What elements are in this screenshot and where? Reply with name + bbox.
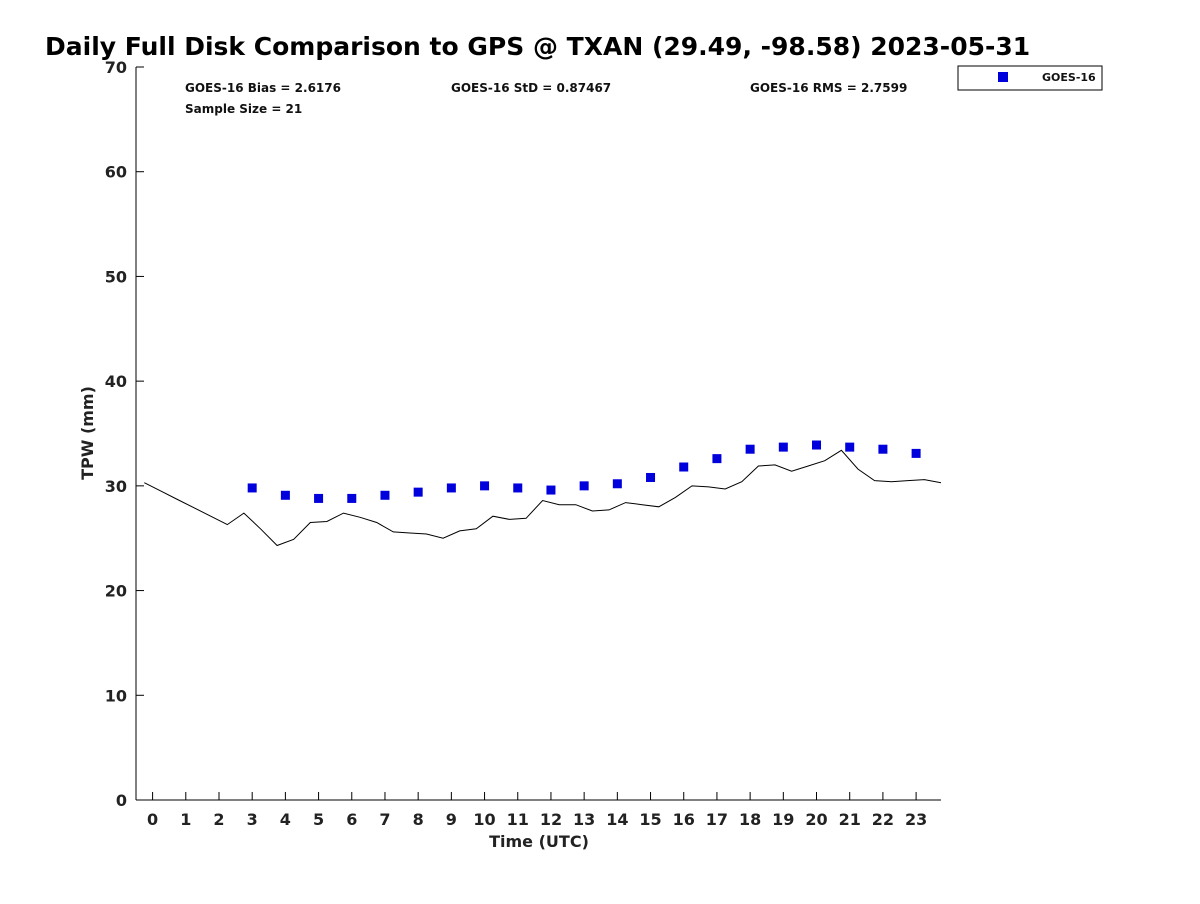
legend-box bbox=[957, 65, 1103, 91]
goes16-point bbox=[778, 442, 788, 452]
goes16-point bbox=[280, 490, 290, 500]
x-tick-label: 19 bbox=[772, 810, 794, 829]
y-tick-label: 60 bbox=[105, 163, 127, 182]
y-axis-label: TPW (mm) bbox=[78, 386, 97, 480]
y-tick-label: 20 bbox=[105, 582, 127, 601]
goes16-point bbox=[247, 483, 257, 493]
goes16-point bbox=[745, 444, 755, 454]
goes16-point bbox=[646, 472, 656, 482]
x-tick-label: 5 bbox=[313, 810, 324, 829]
x-tick-label: 11 bbox=[507, 810, 529, 829]
x-axis-label: Time (UTC) bbox=[489, 832, 589, 851]
legend-marker-goes16 bbox=[998, 72, 1008, 82]
goes16-point bbox=[380, 490, 390, 500]
y-tick-label: 30 bbox=[105, 477, 127, 496]
x-tick-label: 15 bbox=[639, 810, 661, 829]
x-tick-label: 0 bbox=[147, 810, 158, 829]
goes16-point bbox=[413, 487, 423, 497]
x-tick-label: 2 bbox=[213, 810, 224, 829]
goes16-point bbox=[878, 444, 888, 454]
goes16-point bbox=[314, 493, 324, 503]
x-tick-label: 18 bbox=[739, 810, 761, 829]
goes16-point bbox=[812, 440, 822, 450]
x-tick-label: 10 bbox=[473, 810, 495, 829]
bias-stat: GOES-16 Bias = 2.6176 bbox=[185, 81, 341, 95]
goes16-point bbox=[679, 462, 689, 472]
x-tick-label: 8 bbox=[413, 810, 424, 829]
x-tick-label: 16 bbox=[673, 810, 695, 829]
x-tick-label: 4 bbox=[280, 810, 291, 829]
x-tick-label: 7 bbox=[379, 810, 390, 829]
goes16-point bbox=[446, 483, 456, 493]
x-tick-label: 6 bbox=[346, 810, 357, 829]
y-tick-label: 10 bbox=[105, 686, 127, 705]
x-tick-label: 12 bbox=[540, 810, 562, 829]
goes16-series-points bbox=[247, 440, 921, 503]
goes16-point bbox=[347, 493, 357, 503]
axes-group bbox=[135, 67, 941, 801]
rms-stat: GOES-16 RMS = 2.7599 bbox=[750, 81, 907, 95]
x-tick-label: 21 bbox=[839, 810, 861, 829]
y-tick-label: 70 bbox=[105, 58, 127, 77]
goes16-point bbox=[579, 481, 589, 491]
x-tick-label: 23 bbox=[905, 810, 927, 829]
goes16-point bbox=[513, 483, 523, 493]
goes16-point bbox=[911, 448, 921, 458]
goes16-point bbox=[546, 485, 556, 495]
y-tick-label: 50 bbox=[105, 267, 127, 286]
std-stat: GOES-16 StD = 0.87467 bbox=[451, 81, 611, 95]
x-tick-label: 14 bbox=[606, 810, 628, 829]
y-tick-label: 0 bbox=[116, 791, 127, 810]
x-tick-label: 9 bbox=[446, 810, 457, 829]
x-tick-label: 17 bbox=[706, 810, 728, 829]
x-tick-label: 22 bbox=[872, 810, 894, 829]
goes16-point bbox=[712, 454, 722, 464]
y-tick-label: 40 bbox=[105, 372, 127, 391]
goes16-point bbox=[480, 481, 490, 491]
goes16-point bbox=[845, 442, 855, 452]
sample-size-stat: Sample Size = 21 bbox=[185, 102, 302, 116]
goes16-point bbox=[612, 479, 622, 489]
y-ticks: 0 10 20 30 40 50 60 70 bbox=[105, 58, 144, 810]
chart-title: Daily Full Disk Comparison to GPS @ TXAN… bbox=[45, 32, 1030, 61]
x-tick-label: 13 bbox=[573, 810, 595, 829]
x-tick-label: 20 bbox=[805, 810, 827, 829]
x-ticks: 0 1 2 3 4 5 6 7 8 9 10 11 12 13 14 15 16 17 18 19 20 21 22 23 bbox=[147, 792, 927, 829]
gps-series-line bbox=[144, 449, 942, 547]
legend: GOES-16 bbox=[957, 65, 1103, 91]
gps-line-path bbox=[144, 449, 942, 547]
x-tick-label: 3 bbox=[247, 810, 258, 829]
x-tick-label: 1 bbox=[180, 810, 191, 829]
legend-label-goes16: GOES-16 bbox=[1042, 71, 1096, 84]
